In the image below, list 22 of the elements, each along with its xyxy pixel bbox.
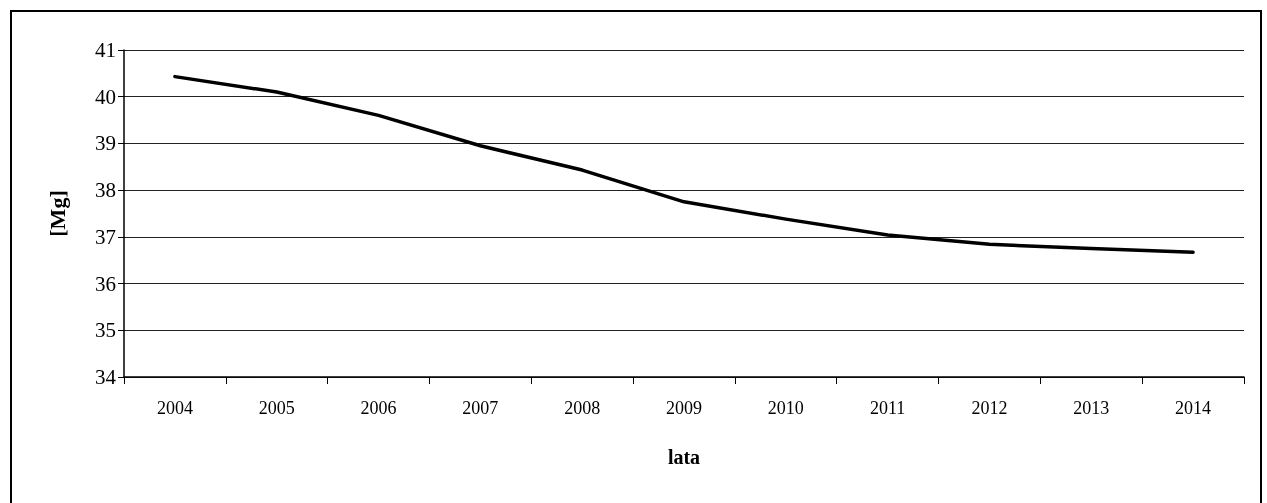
y-tick-label: 41 <box>95 38 116 62</box>
y-tick-label: 34 <box>95 365 117 389</box>
x-tick-label: 2011 <box>869 398 906 418</box>
y-tick-label: 37 <box>95 224 116 249</box>
x-tick-label: 2006 <box>360 398 397 418</box>
x-tick-label: 2014 <box>1175 398 1212 418</box>
y-tick-label: 35 <box>95 318 116 343</box>
y-tick-label: 39 <box>95 131 116 156</box>
x-tick-label: 2008 <box>564 398 601 418</box>
x-axis-title: lata <box>667 446 701 468</box>
y-tick-label: 38 <box>95 178 116 203</box>
y-axis-title: [Mg] <box>44 190 70 237</box>
x-tick-label: 2010 <box>767 398 804 418</box>
y-tick-label: 40 <box>95 84 116 109</box>
x-tick-label: 2009 <box>666 398 702 418</box>
x-tick-label: 2007 <box>462 398 499 418</box>
line-series <box>173 74 1195 255</box>
x-tick-label: 2012 <box>971 398 1008 418</box>
x-tick-label: 2004 <box>156 398 193 418</box>
x-tick-label: 2005 <box>258 398 295 418</box>
x-tick-label: 2013 <box>1073 398 1110 418</box>
y-tick-label: 36 <box>95 271 116 296</box>
